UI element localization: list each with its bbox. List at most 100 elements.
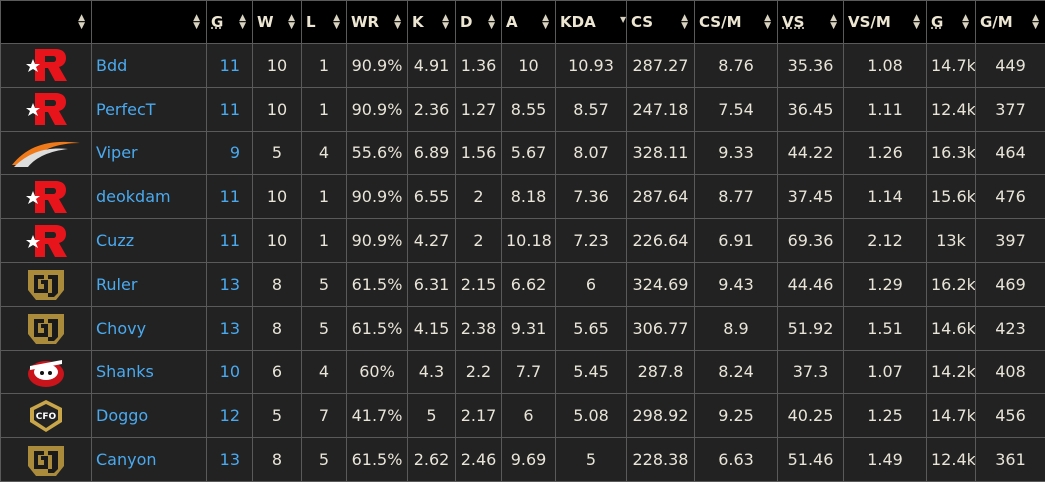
sort-icon[interactable]: ▲▼: [239, 14, 246, 30]
stat-l: 1: [302, 87, 347, 131]
sort-icon[interactable]: ▲▼: [681, 14, 688, 30]
kt-rolster-logo-icon[interactable]: [1, 44, 92, 88]
stat-k: 6.31: [408, 262, 456, 306]
stat-a: 8.55: [502, 87, 556, 131]
column-header-g-2[interactable]: G▲▼: [207, 1, 253, 44]
games-link[interactable]: 10: [207, 350, 253, 394]
stat-gold: 14.2k: [927, 350, 976, 394]
kt-rolster-logo-icon[interactable]: [1, 87, 92, 131]
sort-icon[interactable]: ▲▼: [78, 14, 85, 30]
games-link[interactable]: 11: [207, 219, 253, 263]
games-link[interactable]: 13: [207, 438, 253, 482]
column-header-k-6[interactable]: K▲▼: [408, 1, 456, 44]
sort-icon[interactable]: ▲▼: [962, 14, 969, 30]
stat-cs: 247.18: [627, 87, 695, 131]
stat-l: 5: [302, 262, 347, 306]
cfo-logo-icon[interactable]: CFO: [1, 394, 92, 438]
games-link[interactable]: 13: [207, 262, 253, 306]
column-header-wr-5[interactable]: WR▲▼: [347, 1, 408, 44]
stat-w: 8: [253, 306, 302, 350]
stat-vs: 69.36: [778, 219, 844, 263]
sort-icon[interactable]: ▲▼: [542, 14, 549, 30]
column-header-vs-12[interactable]: VS▲▼: [778, 1, 844, 44]
stat-cs: 298.92: [627, 394, 695, 438]
sort-icon[interactable]: ▲▼: [764, 14, 771, 30]
stat-a: 10: [502, 44, 556, 88]
stat-csm: 9.33: [695, 131, 778, 175]
stat-wr: 61.5%: [347, 262, 408, 306]
column-header-a-8[interactable]: A ▲▼: [502, 1, 556, 44]
games-link[interactable]: 11: [207, 87, 253, 131]
column-header-w-3[interactable]: W▲▼: [253, 1, 302, 44]
shanks-team-logo-icon[interactable]: [1, 350, 92, 394]
gen-g-logo-icon[interactable]: [1, 306, 92, 350]
column-header-g-per-m-15[interactable]: G/M▲▼: [976, 1, 1045, 44]
stat-l: 1: [302, 175, 347, 219]
stat-gm: 449: [976, 44, 1045, 88]
sort-icon[interactable]: ▲▼: [333, 14, 340, 30]
stat-w: 8: [253, 262, 302, 306]
player-link[interactable]: Cuzz: [92, 219, 207, 263]
stat-gold: 16.2k: [927, 262, 976, 306]
games-link[interactable]: 11: [207, 44, 253, 88]
stat-w: 5: [253, 131, 302, 175]
sort-icon[interactable]: ▲▼: [830, 14, 837, 30]
stat-kda: 5.65: [556, 306, 627, 350]
stat-wr: 60%: [347, 350, 408, 394]
sort-icon[interactable]: ▲▼: [488, 14, 495, 30]
gen-g-logo-icon[interactable]: [1, 438, 92, 482]
stat-k: 4.27: [408, 219, 456, 263]
player-link[interactable]: Shanks: [92, 350, 207, 394]
stat-csm: 6.63: [695, 438, 778, 482]
column-header-vs-per-m-13[interactable]: VS/M▲▼: [844, 1, 927, 44]
column-header-g-14[interactable]: G▲▼: [927, 1, 976, 44]
player-link[interactable]: Canyon: [92, 438, 207, 482]
player-link[interactable]: Chovy: [92, 306, 207, 350]
player-link[interactable]: Bdd: [92, 44, 207, 88]
stat-gm: 408: [976, 350, 1045, 394]
column-header-cs-10[interactable]: CS▲▼: [627, 1, 695, 44]
player-link[interactable]: PerfecT: [92, 87, 207, 131]
sort-icon[interactable]: ▲▼: [442, 14, 449, 30]
sort-icon[interactable]: ▲▼: [913, 14, 920, 30]
kt-rolster-logo-icon[interactable]: [1, 219, 92, 263]
column-header-d-7[interactable]: D▲▼: [456, 1, 502, 44]
column-header-blank-1[interactable]: ▲▼: [92, 1, 207, 44]
stat-cs: 287.8: [627, 350, 695, 394]
stat-w: 10: [253, 87, 302, 131]
stat-kda: 8.57: [556, 87, 627, 131]
column-header-cs-per-m-11[interactable]: CS/M▲▼: [695, 1, 778, 44]
stat-k: 5: [408, 394, 456, 438]
sort-icon[interactable]: ▲▼: [288, 14, 295, 30]
games-link[interactable]: 13: [207, 306, 253, 350]
header-label: A: [506, 13, 518, 31]
sort-icon[interactable]: ▲▼: [193, 14, 200, 30]
player-link[interactable]: Ruler: [92, 262, 207, 306]
stat-d: 2: [456, 219, 502, 263]
stat-l: 1: [302, 219, 347, 263]
stat-a: 6.62: [502, 262, 556, 306]
column-header-kda-9[interactable]: KDA▼: [556, 1, 627, 44]
stat-a: 7.7: [502, 350, 556, 394]
player-link[interactable]: Viper: [92, 131, 207, 175]
games-link[interactable]: 11: [207, 175, 253, 219]
stat-wr: 55.6%: [347, 131, 408, 175]
player-link[interactable]: deokdam: [92, 175, 207, 219]
column-header-l-4[interactable]: L ▲▼: [302, 1, 347, 44]
stat-gold: 12.4k: [927, 87, 976, 131]
sort-icon[interactable]: ▲▼: [394, 14, 401, 30]
column-header-blank-0[interactable]: ▲▼: [1, 1, 92, 44]
games-link[interactable]: 9: [207, 131, 253, 175]
stat-vs: 37.45: [778, 175, 844, 219]
stat-wr: 90.9%: [347, 175, 408, 219]
kt-rolster-logo-icon[interactable]: [1, 175, 92, 219]
games-link[interactable]: 12: [207, 394, 253, 438]
header-label: L: [306, 13, 316, 31]
stat-gold: 13k: [927, 219, 976, 263]
player-link[interactable]: Doggo: [92, 394, 207, 438]
sort-descending-icon[interactable]: ▼: [620, 16, 626, 24]
sort-icon[interactable]: ▲▼: [1032, 14, 1039, 30]
gen-g-logo-icon[interactable]: [1, 262, 92, 306]
hanwha-life-logo-icon[interactable]: [1, 131, 92, 175]
stat-wr: 90.9%: [347, 219, 408, 263]
